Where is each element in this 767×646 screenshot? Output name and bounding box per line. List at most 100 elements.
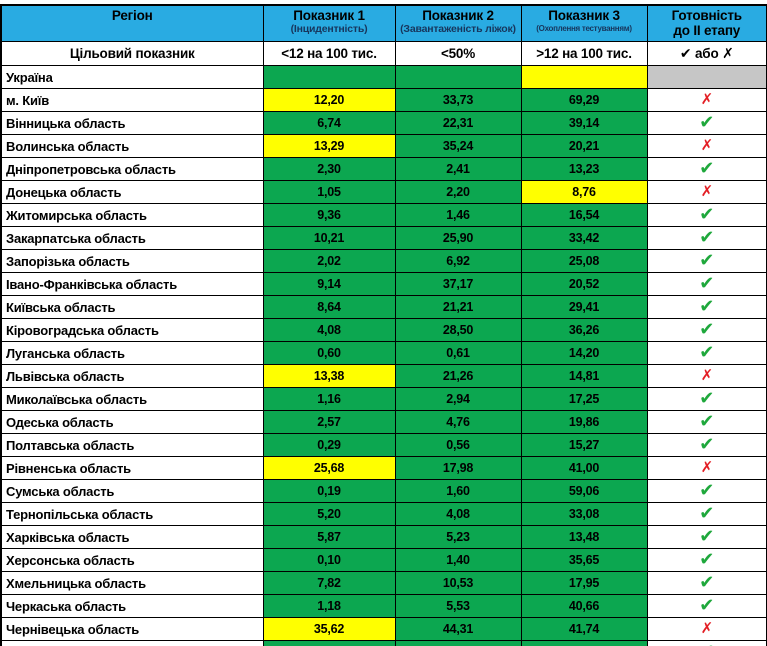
- indicator-3-cell[interactable]: 29,41: [520, 295, 648, 319]
- region-cell[interactable]: Рівненська область: [0, 456, 264, 480]
- indicator-1-cell[interactable]: 3,84: [262, 640, 396, 646]
- region-cell[interactable]: Херсонська область: [0, 548, 264, 572]
- indicator-2-cell[interactable]: 2,94: [394, 387, 522, 411]
- indicator-2-cell[interactable]: 1,40: [394, 548, 522, 572]
- region-cell[interactable]: Полтавська область: [0, 433, 264, 457]
- indicator-1-cell[interactable]: 12,20: [262, 88, 396, 112]
- indicator-2-cell[interactable]: 5,53: [394, 594, 522, 618]
- readiness-cell[interactable]: ✔: [646, 594, 767, 618]
- readiness-cell[interactable]: ✔: [646, 203, 767, 227]
- target-indicator-2-cell[interactable]: <50%: [394, 41, 522, 66]
- region-cell[interactable]: Волинська область: [0, 134, 264, 158]
- indicator-1-cell[interactable]: 2,57: [262, 410, 396, 434]
- indicator-1-cell[interactable]: 9,36: [262, 203, 396, 227]
- indicator-2-cell[interactable]: 4,76: [394, 410, 522, 434]
- indicator-3-cell[interactable]: 19,86: [520, 410, 648, 434]
- readiness-cell[interactable]: ✔: [646, 295, 767, 319]
- target-readiness-cell[interactable]: ✔ або ✗: [646, 41, 767, 66]
- indicator-3-cell[interactable]: 39,14: [520, 111, 648, 135]
- readiness-cell[interactable]: ✗: [646, 364, 767, 388]
- indicator-2-cell[interactable]: [394, 65, 522, 89]
- indicator-2-cell[interactable]: 21,26: [394, 364, 522, 388]
- readiness-cell[interactable]: ✔: [646, 571, 767, 595]
- indicator-3-cell[interactable]: 24,31: [520, 640, 648, 646]
- indicator-3-cell[interactable]: 35,65: [520, 548, 648, 572]
- readiness-cell[interactable]: ✔: [646, 272, 767, 296]
- indicator-1-cell[interactable]: 25,68: [262, 456, 396, 480]
- readiness-cell[interactable]: ✗: [646, 134, 767, 158]
- target-indicator-3-cell[interactable]: >12 на 100 тис.: [520, 41, 648, 66]
- indicator-1-cell[interactable]: 13,29: [262, 134, 396, 158]
- indicator-1-cell[interactable]: 10,21: [262, 226, 396, 250]
- region-cell[interactable]: Луганська область: [0, 341, 264, 365]
- indicator-2-cell[interactable]: 5,23: [394, 525, 522, 549]
- region-cell[interactable]: Миколаївська область: [0, 387, 264, 411]
- region-cell[interactable]: Одеська область: [0, 410, 264, 434]
- region-cell[interactable]: Харківська область: [0, 525, 264, 549]
- indicator-1-cell[interactable]: 5,20: [262, 502, 396, 526]
- indicator-3-cell[interactable]: 13,48: [520, 525, 648, 549]
- indicator-3-cell[interactable]: 40,66: [520, 594, 648, 618]
- region-cell[interactable]: Тернопільська область: [0, 502, 264, 526]
- readiness-cell[interactable]: ✔: [646, 387, 767, 411]
- readiness-cell[interactable]: ✗: [646, 456, 767, 480]
- indicator-3-cell[interactable]: 25,08: [520, 249, 648, 273]
- region-cell[interactable]: Київська область: [0, 295, 264, 319]
- indicator-3-cell[interactable]: 41,00: [520, 456, 648, 480]
- indicator-1-cell[interactable]: 13,38: [262, 364, 396, 388]
- indicator-1-cell[interactable]: 1,05: [262, 180, 396, 204]
- indicator-2-cell[interactable]: 1,46: [394, 203, 522, 227]
- indicator-3-cell[interactable]: 13,23: [520, 157, 648, 181]
- region-cell[interactable]: Чернівецька область: [0, 617, 264, 641]
- target-label-cell[interactable]: Цільовий показник: [0, 41, 264, 66]
- readiness-cell[interactable]: [646, 65, 767, 89]
- header-readiness[interactable]: Готовність до II етапу: [646, 4, 767, 42]
- indicator-2-cell[interactable]: 6,92: [394, 249, 522, 273]
- indicator-3-cell[interactable]: 17,95: [520, 571, 648, 595]
- readiness-cell[interactable]: ✔: [646, 249, 767, 273]
- indicator-1-cell[interactable]: 2,02: [262, 249, 396, 273]
- region-cell[interactable]: м. Київ: [0, 88, 264, 112]
- indicator-1-cell[interactable]: 1,18: [262, 594, 396, 618]
- readiness-cell[interactable]: ✔: [646, 479, 767, 503]
- indicator-2-cell[interactable]: 5,43: [394, 640, 522, 646]
- indicator-2-cell[interactable]: 0,61: [394, 341, 522, 365]
- readiness-cell[interactable]: ✔: [646, 640, 767, 646]
- indicator-3-cell[interactable]: 59,06: [520, 479, 648, 503]
- indicator-3-cell[interactable]: [520, 65, 648, 89]
- readiness-cell[interactable]: ✔: [646, 525, 767, 549]
- indicator-2-cell[interactable]: 35,24: [394, 134, 522, 158]
- readiness-cell[interactable]: ✔: [646, 111, 767, 135]
- indicator-3-cell[interactable]: 41,74: [520, 617, 648, 641]
- region-cell[interactable]: Закарпатська область: [0, 226, 264, 250]
- header-indicator-2[interactable]: Показник 2 (Завантаженість ліжок): [394, 4, 522, 42]
- indicator-2-cell[interactable]: 25,90: [394, 226, 522, 250]
- indicator-2-cell[interactable]: 1,60: [394, 479, 522, 503]
- readiness-cell[interactable]: ✔: [646, 226, 767, 250]
- readiness-cell[interactable]: ✔: [646, 157, 767, 181]
- region-cell[interactable]: Львівська область: [0, 364, 264, 388]
- region-cell[interactable]: Донецька область: [0, 180, 264, 204]
- indicator-3-cell[interactable]: 17,25: [520, 387, 648, 411]
- region-cell[interactable]: Дніпропетровська область: [0, 157, 264, 181]
- region-cell[interactable]: Чернігівська область: [0, 640, 264, 646]
- readiness-cell[interactable]: ✗: [646, 180, 767, 204]
- indicator-1-cell[interactable]: 6,74: [262, 111, 396, 135]
- indicator-3-cell[interactable]: 15,27: [520, 433, 648, 457]
- indicator-2-cell[interactable]: 17,98: [394, 456, 522, 480]
- indicator-1-cell[interactable]: 2,30: [262, 157, 396, 181]
- indicator-3-cell[interactable]: 33,08: [520, 502, 648, 526]
- readiness-cell[interactable]: ✔: [646, 433, 767, 457]
- readiness-cell[interactable]: ✔: [646, 410, 767, 434]
- indicator-2-cell[interactable]: 2,20: [394, 180, 522, 204]
- region-cell[interactable]: Запорізька область: [0, 249, 264, 273]
- region-cell[interactable]: Черкаська область: [0, 594, 264, 618]
- header-indicator-1[interactable]: Показник 1 (Інцидентність): [262, 4, 396, 42]
- indicator-2-cell[interactable]: 22,31: [394, 111, 522, 135]
- indicator-1-cell[interactable]: 35,62: [262, 617, 396, 641]
- readiness-cell[interactable]: ✔: [646, 502, 767, 526]
- readiness-cell[interactable]: ✔: [646, 318, 767, 342]
- region-cell[interactable]: Кіровоградська область: [0, 318, 264, 342]
- indicator-2-cell[interactable]: 0,56: [394, 433, 522, 457]
- region-cell[interactable]: Сумська область: [0, 479, 264, 503]
